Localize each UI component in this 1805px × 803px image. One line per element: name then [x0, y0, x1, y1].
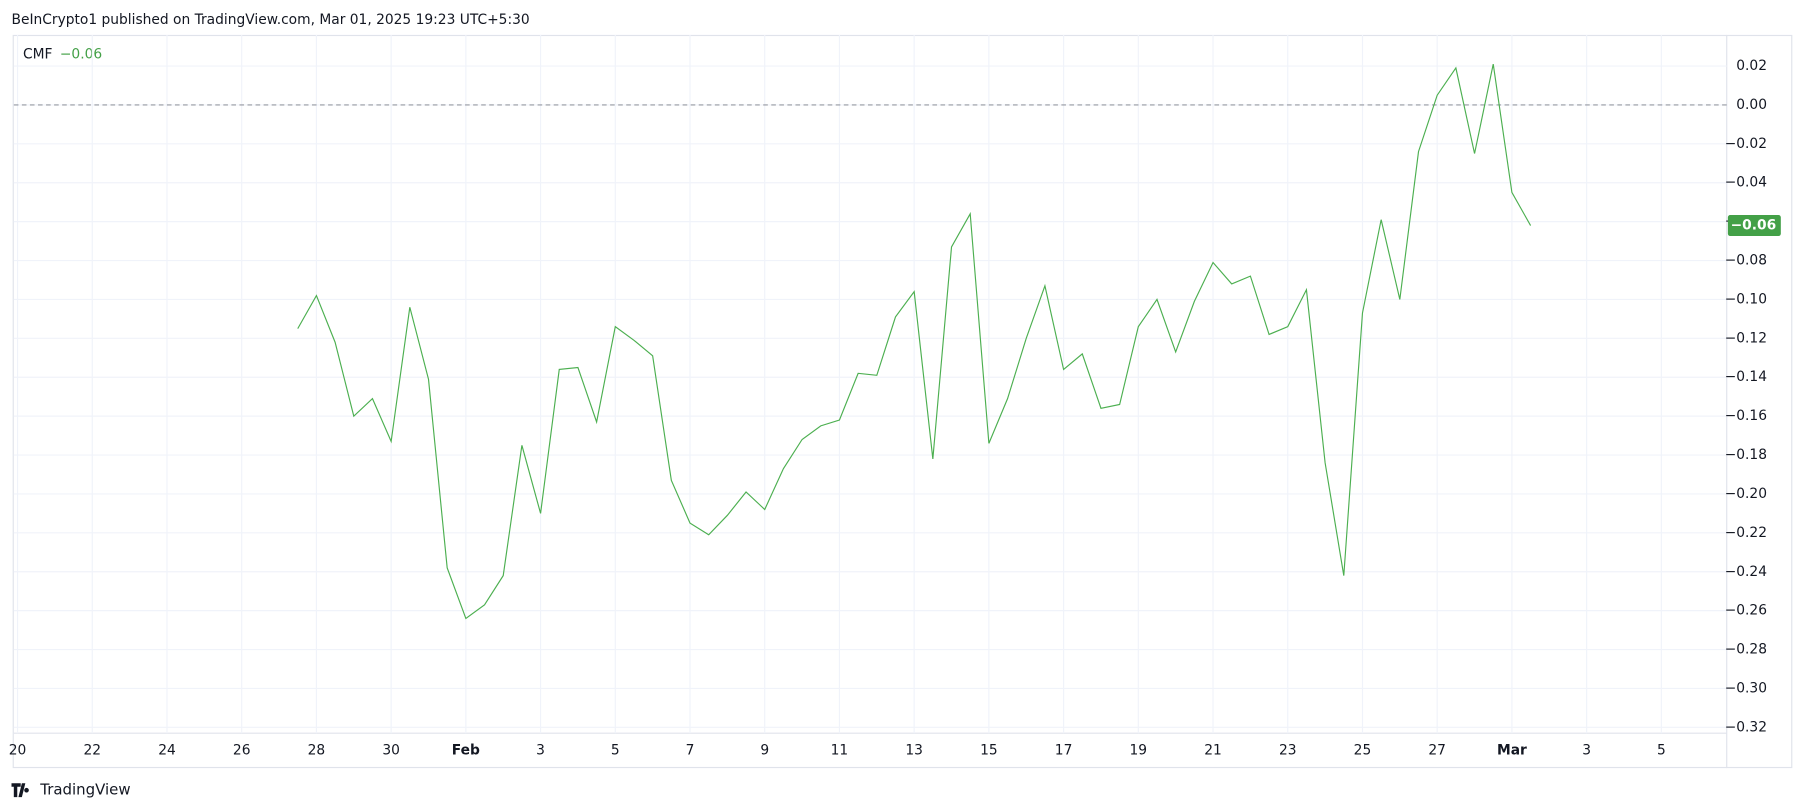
x-tick-label: 23 — [1279, 743, 1297, 759]
y-tick-label: −0.16 — [1725, 408, 1767, 424]
x-tick-label: 13 — [905, 743, 923, 759]
x-tick-label: 3 — [1582, 743, 1591, 759]
y-tick-label: −0.18 — [1725, 447, 1767, 463]
last-value-tag — [1727, 215, 1781, 236]
x-tick-label: 30 — [382, 743, 400, 759]
x-tick-label: 28 — [308, 743, 326, 759]
indicator-name: CMF — [23, 47, 52, 63]
x-tick-label: 7 — [686, 743, 695, 759]
x-tick-label: 9 — [760, 743, 769, 759]
y-tick-label: −0.28 — [1725, 641, 1767, 657]
y-tick-label: −0.14 — [1725, 369, 1767, 385]
x-tick-label: 27 — [1428, 743, 1446, 759]
y-tick-label: −0.22 — [1725, 525, 1767, 541]
x-tick-label: 15 — [980, 743, 998, 759]
logo-mark — [11, 783, 29, 798]
y-tick-label: −0.12 — [1725, 330, 1767, 346]
x-tick-label: 20 — [9, 743, 27, 759]
y-tick-label: −0.26 — [1725, 603, 1767, 619]
y-tick-label: −0.24 — [1725, 564, 1767, 580]
x-tick-label: Feb — [452, 743, 480, 759]
x-tick-label: 5 — [611, 743, 620, 759]
x-tick-label: 3 — [536, 743, 545, 759]
x-tick-label: 17 — [1055, 743, 1073, 759]
footer-logo — [11, 783, 29, 798]
y-tick-label: 0.00 — [1736, 97, 1767, 113]
y-tick-label: −0.32 — [1725, 719, 1767, 735]
y-tick-label: −0.10 — [1725, 291, 1767, 307]
y-tick-label: −0.02 — [1725, 136, 1767, 152]
x-tick-label: 22 — [83, 743, 101, 759]
chart-frame — [12, 34, 1793, 769]
x-tick-label: 11 — [831, 743, 849, 759]
y-tick-label: −0.04 — [1725, 175, 1767, 191]
x-tick-label: 5 — [1657, 743, 1666, 759]
x-tick-label: Mar — [1497, 743, 1527, 759]
x-tick-label: 19 — [1130, 743, 1148, 759]
x-tick-label: 26 — [233, 743, 251, 759]
y-tick-label: −0.30 — [1725, 680, 1767, 696]
y-tick-label: −0.20 — [1725, 486, 1767, 502]
x-tick-label: 25 — [1354, 743, 1372, 759]
last-value-label: −0.06 — [1731, 217, 1777, 233]
header: BeInCrypto1 published on TradingView.com… — [12, 12, 530, 28]
y-tick-label: 0.02 — [1736, 58, 1767, 74]
indicator-value: −0.06 — [60, 47, 102, 63]
y-tick-label: −0.08 — [1725, 252, 1767, 268]
x-tick-label: 21 — [1204, 743, 1222, 759]
series-line — [297, 63, 1532, 620]
x-tick-label: 24 — [158, 743, 176, 759]
footer-brand: TradingView — [39, 781, 130, 799]
